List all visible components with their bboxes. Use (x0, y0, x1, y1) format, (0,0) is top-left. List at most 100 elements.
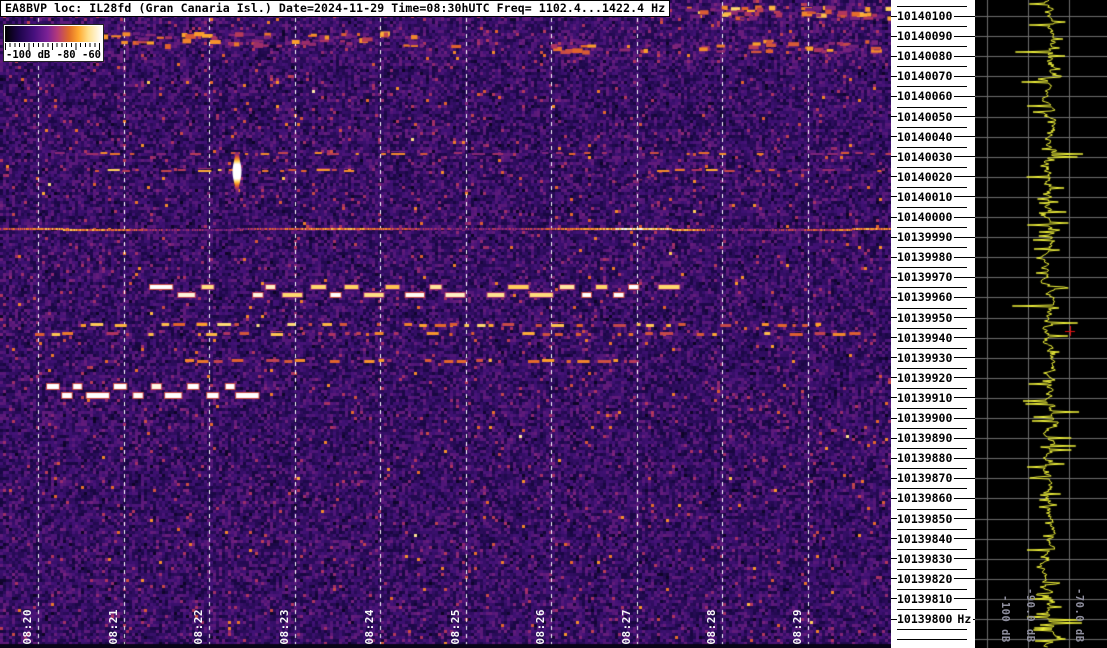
freq-tick-mark (891, 477, 897, 479)
freq-minor-tick (897, 347, 967, 349)
freq-tick-label: 10139860 (897, 491, 953, 506)
time-tick-label: 08:27 (619, 609, 633, 645)
freq-tick-dash (954, 196, 975, 198)
freq-tick-label: 10140050 (897, 109, 953, 124)
freq-tick-label: 10140010 (897, 189, 953, 204)
freq-tick-label: 10139800 (897, 612, 953, 626)
legend-label-max: -60 (82, 49, 101, 61)
freq-tick-row: 10139900 (891, 411, 975, 425)
freq-tick-dash (954, 176, 975, 178)
freq-minor-tick (897, 46, 967, 48)
freq-minor-tick (897, 267, 967, 269)
freq-tick-label: 10139900 (897, 411, 953, 425)
freq-tick-label: 10139930 (897, 350, 953, 365)
legend-label-mid: -80 (56, 49, 76, 61)
freq-tick-label: 10140070 (897, 69, 953, 84)
freq-tick-mark (891, 538, 897, 540)
frequency-axis: 10140100 10140090 10140080 10140070 10140060… (891, 0, 975, 648)
freq-tick-label: 10140060 (897, 89, 953, 104)
freq-tick-mark (891, 497, 897, 499)
freq-tick-mark (891, 55, 897, 57)
freq-minor-tick (897, 588, 967, 590)
freq-tick-row: 10140040 (891, 130, 975, 144)
freq-tick-mark (891, 397, 897, 399)
freq-tick-dash (954, 337, 975, 339)
freq-tick-row: 10140000 (891, 210, 975, 224)
freq-minor-tick (897, 408, 967, 409)
freq-tick-row: 10140080 (891, 49, 975, 63)
freq-tick-row: 10139950 (891, 311, 975, 325)
freq-tick-dash (954, 95, 975, 97)
freq-tick-dash (954, 216, 975, 218)
time-tick-label: 08:26 (534, 609, 547, 645)
freq-tick-row: 10139960 (891, 290, 975, 304)
freq-minor-tick (897, 609, 967, 610)
freq-minor-tick (897, 186, 967, 188)
freq-minor-tick (897, 548, 967, 550)
freq-tick-label: 10139850 (897, 511, 953, 526)
freq-tick-label: 10139810 (897, 591, 953, 606)
freq-tick-row: 10140090 (891, 29, 975, 43)
freq-tick-dash (954, 296, 975, 298)
freq-tick-row: 10139890 (891, 431, 975, 445)
freq-tick-row: 10139840 (891, 532, 975, 546)
freq-minor-tick (897, 307, 967, 309)
time-tick-label: 08:29 (790, 609, 804, 645)
freq-tick-dash (954, 276, 975, 278)
freq-tick-dash (954, 136, 975, 138)
freq-minor-tick (897, 287, 967, 289)
freq-tick-row: 10140070 (891, 69, 975, 83)
time-tick-label: 08:21 (106, 609, 120, 645)
freq-tick-row: 10139860 (891, 491, 975, 505)
header-title: EA8BVP loc: IL28fd (Gran Canaria Isl.) D… (0, 0, 671, 17)
freq-tick-row: 10140010 (891, 190, 975, 204)
time-tick-label: 08:22 (192, 609, 205, 645)
freq-tick-mark (891, 95, 897, 97)
freq-tick-dash (954, 397, 975, 399)
freq-tick-label: 10139880 (897, 451, 953, 466)
freq-minor-tick (897, 247, 967, 249)
freq-tick-row: 10139990 (891, 230, 975, 244)
freq-minor-tick (897, 468, 967, 470)
freq-tick-label: 10139940 (897, 330, 953, 345)
freq-tick-label: 10139980 (897, 250, 953, 265)
freq-tick-mark (891, 256, 897, 258)
freq-tick-row: 10139910 (891, 391, 975, 405)
freq-minor-tick (897, 207, 967, 208)
freq-tick-label: 10139870 (897, 471, 953, 486)
freq-minor-tick (897, 629, 967, 631)
freq-tick-row: 10139880 (891, 451, 975, 465)
freq-tick-mark (891, 236, 897, 238)
freq-tick-mark (891, 598, 897, 600)
freq-tick-dash (954, 578, 975, 580)
freq-tick-row: 10139800 Hz (891, 612, 975, 626)
db-axis-label: -100 dB (999, 595, 1011, 643)
freq-tick-dash (954, 55, 975, 57)
freq-tick-dash (954, 317, 975, 318)
freq-tick-dash (954, 497, 975, 499)
freq-tick-row: 10140050 (891, 110, 975, 124)
freq-tick-label: 10140040 (897, 129, 953, 144)
freq-tick-label: 10139970 (897, 270, 953, 285)
freq-tick-mark (891, 176, 897, 178)
freq-tick-row: 10139980 (891, 250, 975, 264)
freq-minor-tick (897, 508, 967, 510)
freq-tick-dash (954, 35, 975, 37)
freq-minor-tick (897, 66, 967, 68)
freq-tick-label: 10140000 (897, 210, 953, 224)
freq-minor-tick (897, 146, 967, 148)
freq-tick-dash (954, 437, 975, 439)
freq-tick-dash (954, 377, 975, 379)
freq-tick-mark (891, 578, 897, 580)
legend-label-min: -100 dB (6, 49, 51, 61)
freq-tick-dash (954, 518, 975, 519)
freq-tick-row: 10139820 (891, 572, 975, 586)
freq-minor-tick (897, 367, 967, 369)
freq-tick-mark (891, 276, 897, 278)
freq-tick-mark (891, 15, 897, 17)
freq-tick-label: 10140020 (897, 169, 953, 184)
freq-tick-label: 10139990 (897, 230, 953, 245)
freq-tick-mark (891, 156, 897, 158)
freq-tick-dash (954, 538, 975, 540)
